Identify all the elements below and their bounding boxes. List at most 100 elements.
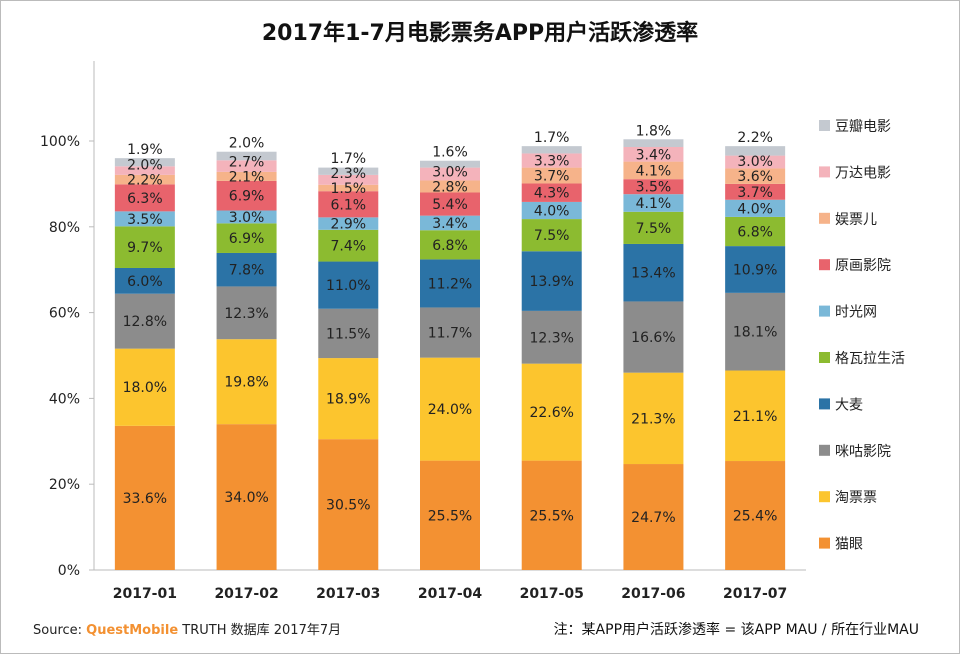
- bar-segment: [318, 261, 379, 309]
- data-label: 22.6%: [529, 405, 573, 421]
- legend-swatch: [819, 305, 830, 317]
- legend-swatch: [819, 212, 830, 224]
- bar-segment: [114, 293, 175, 349]
- data-label: 12.3%: [224, 306, 268, 322]
- bar-segment: [725, 146, 786, 156]
- x-tick-label: 2017-06: [621, 586, 685, 602]
- bar-segment: [521, 460, 582, 570]
- data-label: 9.7%: [127, 240, 163, 256]
- bar-segment: [521, 310, 582, 364]
- legend-label: 猫眼: [835, 537, 863, 553]
- legend-label: 咪咕影院: [835, 444, 891, 460]
- bar-segment: [318, 184, 379, 192]
- bar-segment: [521, 183, 582, 202]
- data-label: 11.2%: [428, 276, 472, 292]
- bar-segment: [623, 372, 684, 465]
- data-label: 2.2%: [127, 173, 163, 189]
- data-label: 1.9%: [127, 142, 163, 158]
- bar-segment: [420, 460, 480, 570]
- bar-segment: [114, 211, 175, 227]
- data-label: 11.0%: [326, 278, 370, 294]
- legend-swatch: [819, 352, 830, 363]
- y-tick-label: 80%: [49, 220, 80, 236]
- bar-segment: [216, 252, 277, 287]
- bar-segment: [114, 184, 175, 212]
- bar-segment: [420, 180, 480, 193]
- bar-segment: [623, 301, 684, 373]
- x-tick-label: 2017-05: [520, 586, 584, 602]
- bar-segment: [216, 339, 277, 425]
- bar-segment: [420, 160, 480, 168]
- data-label: 10.9%: [733, 262, 777, 278]
- data-label: 25.4%: [733, 509, 777, 525]
- bar-segment: [420, 192, 480, 216]
- data-label: 12.8%: [123, 314, 167, 330]
- bar-segment: [420, 167, 480, 181]
- data-label: 1.7%: [330, 151, 366, 167]
- legend-swatch: [819, 398, 830, 410]
- legend-label: 万达电影: [835, 165, 891, 181]
- legend-swatch: [819, 166, 830, 178]
- bar-segment: [114, 158, 175, 167]
- bar-segment: [216, 210, 277, 224]
- bar-segment: [623, 194, 684, 212]
- data-label: 25.5%: [529, 508, 573, 524]
- data-label: 18.9%: [326, 392, 370, 408]
- data-label: 2.8%: [432, 179, 468, 195]
- y-tick-label: 40%: [49, 391, 80, 407]
- bar-segment: [216, 424, 277, 570]
- bar-segment: [725, 461, 786, 570]
- data-label: 19.8%: [224, 375, 268, 391]
- bar-segment: [216, 160, 277, 172]
- bar-segment: [521, 167, 582, 184]
- legend-swatch: [819, 444, 830, 456]
- data-label: 2.2%: [737, 130, 773, 146]
- bar-segment: [216, 223, 277, 253]
- data-label: 12.3%: [529, 330, 573, 346]
- legend-label: 时光网: [835, 305, 877, 321]
- data-label: 2.0%: [127, 158, 163, 174]
- data-label: 3.7%: [737, 185, 773, 201]
- bar-segment: [420, 307, 480, 358]
- bar-segment: [623, 147, 684, 162]
- data-label: 24.0%: [428, 402, 472, 418]
- bar-segment: [420, 230, 480, 260]
- data-label: 11.5%: [326, 326, 370, 342]
- legend-swatch: [819, 491, 830, 503]
- bar-segment: [318, 174, 379, 185]
- data-label: 7.5%: [534, 228, 570, 244]
- bar-segment: [725, 370, 786, 462]
- data-label: 3.6%: [737, 169, 773, 185]
- bar-segment: [318, 308, 379, 359]
- data-label: 3.5%: [636, 180, 672, 196]
- data-label: 4.0%: [737, 201, 773, 217]
- footnote: 注：某APP用户活跃渗透率 = 该APP MAU / 所在行业MAU: [553, 622, 919, 638]
- data-label: 16.6%: [631, 330, 675, 346]
- bar-segment: [114, 174, 175, 185]
- y-tick-label: 0%: [58, 563, 80, 579]
- bar-segment: [725, 246, 786, 293]
- bar-segment: [318, 229, 379, 262]
- data-label: 1.8%: [636, 123, 672, 139]
- data-label: 4.1%: [636, 196, 672, 212]
- bar-segment: [216, 171, 277, 181]
- data-label: 6.1%: [330, 197, 366, 213]
- data-label: 7.5%: [636, 221, 672, 237]
- source-text: TRUTH 数据库 2017年7月: [182, 623, 342, 638]
- bar-segment: [725, 292, 786, 371]
- data-label: 2.1%: [229, 169, 265, 185]
- data-label: 11.7%: [428, 326, 472, 342]
- legend-label: 格瓦拉生活: [835, 351, 905, 367]
- bar-segment: [318, 167, 379, 175]
- data-label: 25.5%: [428, 508, 472, 524]
- bar-segment: [318, 217, 379, 230]
- bar-segment: [725, 183, 786, 200]
- data-label: 33.6%: [123, 491, 167, 507]
- data-label: 24.7%: [631, 510, 675, 526]
- legend-label: 原画影院: [835, 258, 891, 274]
- bar-segment: [420, 215, 480, 231]
- bar-segment: [114, 166, 175, 175]
- data-label: 4.3%: [534, 186, 570, 202]
- source-line: Source: QuestMobile TRUTH 数据库 2017年7月: [33, 619, 341, 638]
